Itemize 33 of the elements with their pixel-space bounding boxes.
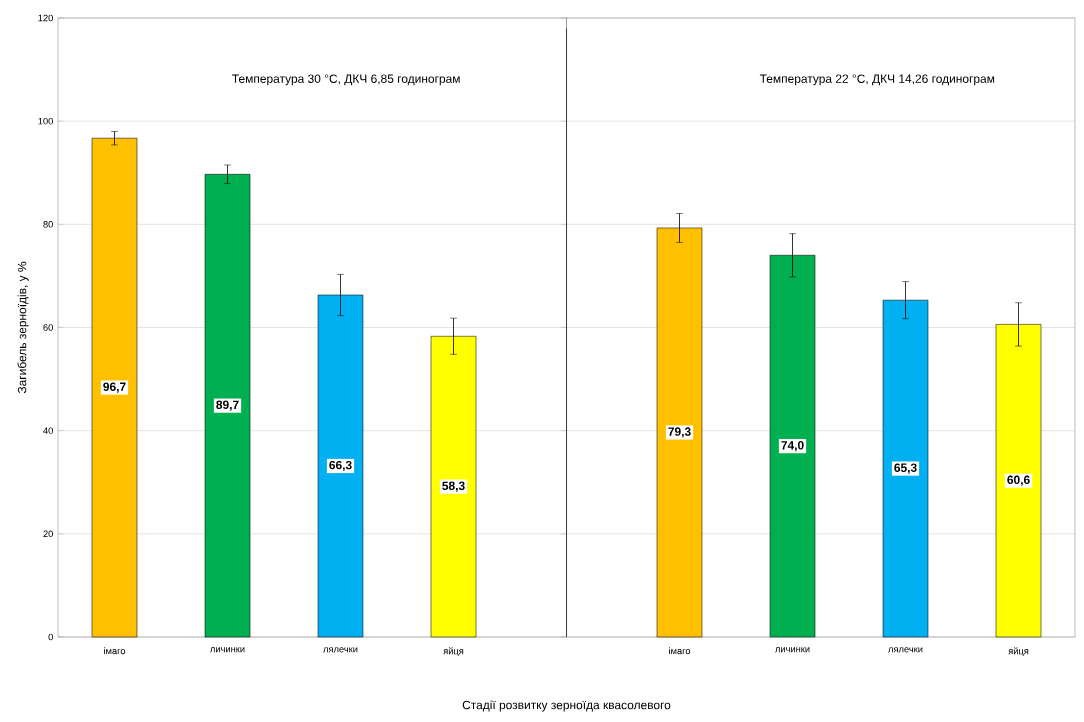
bar <box>882 299 929 638</box>
x-tick-label: яйця <box>1008 647 1029 657</box>
y-tick-label: 0 <box>48 633 53 641</box>
y-tick-label: 60 <box>43 324 53 331</box>
bar <box>769 255 816 638</box>
y-axis-title: Загибель зерноїдів, у % <box>17 261 29 394</box>
data-label: 79,3 <box>668 427 691 438</box>
x-tick-label: личинки <box>775 647 810 653</box>
data-label: 96,7 <box>103 382 126 393</box>
y-tick-label: 40 <box>43 427 53 434</box>
data-label: 74,0 <box>781 441 804 452</box>
x-tick-label: лялечки <box>323 647 358 653</box>
y-tick-label: 20 <box>43 530 53 538</box>
data-label: 65,3 <box>894 463 917 474</box>
x-tick-label: личинки <box>210 647 245 653</box>
annotation: Температура 30 °C, ДКЧ 6,85 годинограм <box>232 74 460 86</box>
bar <box>995 324 1042 638</box>
data-label: 89,7 <box>216 400 239 411</box>
x-tick-label: імаго <box>669 647 691 655</box>
y-tick-label: 80 <box>43 221 53 228</box>
x-axis-title: Стадії розвитку зерноїда квасолевого <box>462 700 671 712</box>
data-label: 60,6 <box>1007 475 1030 486</box>
y-tick-label: 100 <box>38 117 53 125</box>
data-label: 66,3 <box>329 460 352 472</box>
bar <box>430 336 477 638</box>
y-tick-label: 120 <box>38 14 53 22</box>
x-tick-label: імаго <box>104 647 126 655</box>
annotation: Температура 22 °C, ДКЧ 14,26 годинограм <box>759 74 995 86</box>
data-label: 58,3 <box>442 481 465 492</box>
x-tick-label: яйця <box>443 647 464 657</box>
bar <box>204 174 251 638</box>
bar <box>91 137 138 638</box>
x-tick-label: лялечки <box>888 647 923 653</box>
